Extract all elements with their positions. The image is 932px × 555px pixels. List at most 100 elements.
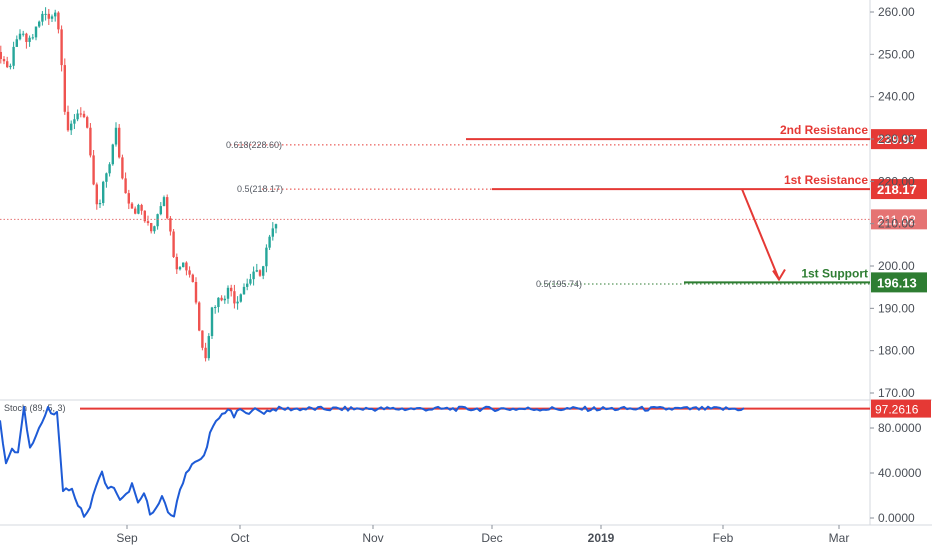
candle-body	[63, 65, 66, 112]
forecast-arrow-line	[741, 188, 780, 280]
candle-body	[124, 178, 127, 194]
forecast-arrow-head	[772, 269, 786, 282]
fib-level-label: 0.5(195.74)	[536, 279, 582, 289]
candle-body	[156, 214, 159, 227]
fib-level-label: 0.5(218.17)	[237, 184, 283, 194]
price-tick-label: 200.00	[878, 259, 915, 273]
candle-body	[114, 127, 118, 145]
candle-body	[118, 127, 121, 158]
candle-body	[271, 228, 274, 237]
candle-body	[6, 61, 9, 68]
candle-body	[169, 218, 172, 232]
candle-body	[220, 297, 223, 301]
candle-body	[130, 203, 134, 209]
candle-body	[108, 164, 111, 174]
level-value-tag	[871, 272, 927, 293]
candle-body	[44, 13, 47, 15]
stoch-level-value: 97.2616	[875, 403, 919, 417]
candle-body	[12, 46, 15, 66]
candle-body	[2, 59, 6, 62]
candle-body	[178, 267, 182, 270]
candle-body	[166, 197, 169, 219]
candle-body	[207, 336, 210, 359]
candle-body	[242, 286, 246, 295]
stoch-level-tag	[871, 399, 931, 418]
time-tick-label: Mar	[829, 531, 850, 545]
stoch-tick-label: 0.0000	[878, 511, 915, 525]
candle-body	[236, 301, 239, 304]
time-tick-label: Dec	[481, 531, 502, 545]
candle-body	[214, 307, 217, 309]
axes: 260.00 250.00 240.00 230.00 220.00 210.00 200.…	[116, 5, 921, 545]
price-tick-label: 180.00	[878, 344, 915, 358]
candle-body	[86, 117, 89, 128]
current-price-tag	[871, 209, 927, 230]
fib-level-label: 0.618(228.60)	[226, 140, 282, 150]
candle-body	[172, 231, 175, 257]
candle-body	[217, 297, 220, 308]
candle-series	[0, 7, 278, 362]
candle-body	[143, 210, 146, 222]
candle-body	[66, 111, 70, 131]
candle-body	[249, 279, 252, 284]
stoch-line	[0, 405, 745, 518]
candle-body	[159, 206, 162, 215]
candle-body	[246, 283, 249, 287]
candle-body	[25, 33, 28, 42]
candle-body	[194, 281, 198, 303]
candle-body	[15, 39, 18, 47]
level-label: 2nd Resistance	[780, 123, 868, 137]
candle-body	[9, 65, 12, 68]
candle-body	[162, 197, 166, 207]
candle-body	[201, 330, 204, 348]
level-value-tag	[871, 179, 927, 200]
candle-body	[153, 226, 156, 232]
overlay-levels: 0.618(228.60) 0.5(218.17) 0.5(195.74) 211.0…	[0, 123, 927, 293]
stoch-pane: Stoch (89, 5, 3) 97.2616	[0, 399, 931, 518]
candle-body	[230, 287, 233, 292]
panes	[0, 0, 932, 526]
candle-body	[175, 256, 178, 270]
time-tick-label: 2019	[588, 531, 615, 545]
candle-body	[111, 144, 114, 165]
candle-body	[98, 203, 102, 205]
candle-body	[102, 181, 105, 204]
price-tick-label: 210.00	[878, 217, 915, 231]
stoch-tick-label: 40.0000	[878, 466, 922, 480]
candle-body	[258, 270, 262, 276]
candle-body	[146, 221, 150, 224]
candle-body	[70, 123, 73, 131]
candle-body	[262, 266, 265, 276]
candle-body	[188, 270, 191, 275]
candle-body	[239, 294, 242, 302]
time-tick-label: Sep	[116, 531, 138, 545]
time-tick-label: Feb	[713, 531, 734, 545]
candle-body	[185, 262, 188, 271]
candle-body	[140, 204, 143, 211]
candle-body	[198, 302, 201, 331]
stoch-tick-label: 80.0000	[878, 421, 922, 435]
candle-body	[57, 12, 60, 30]
candle-body	[134, 208, 137, 214]
candle-body	[105, 173, 108, 182]
time-tick-label: Oct	[231, 531, 250, 545]
candle-body	[210, 307, 214, 337]
candle-body	[50, 16, 54, 19]
candle-body	[34, 26, 38, 38]
price-tick-label: 230.00	[878, 132, 915, 146]
level-value-tag	[871, 129, 927, 150]
candle-body	[41, 13, 44, 22]
level-value: 218.17	[877, 182, 917, 197]
candle-body	[79, 113, 82, 115]
candle-body	[73, 119, 76, 124]
candle-body	[18, 33, 22, 40]
candle-body	[137, 204, 140, 214]
candle-body	[204, 347, 207, 359]
level-value: 229.97	[877, 132, 917, 147]
candle-body	[226, 287, 230, 299]
price-tick-label: 260.00	[878, 5, 915, 19]
candle-body	[31, 37, 34, 39]
candle-body	[95, 184, 98, 205]
